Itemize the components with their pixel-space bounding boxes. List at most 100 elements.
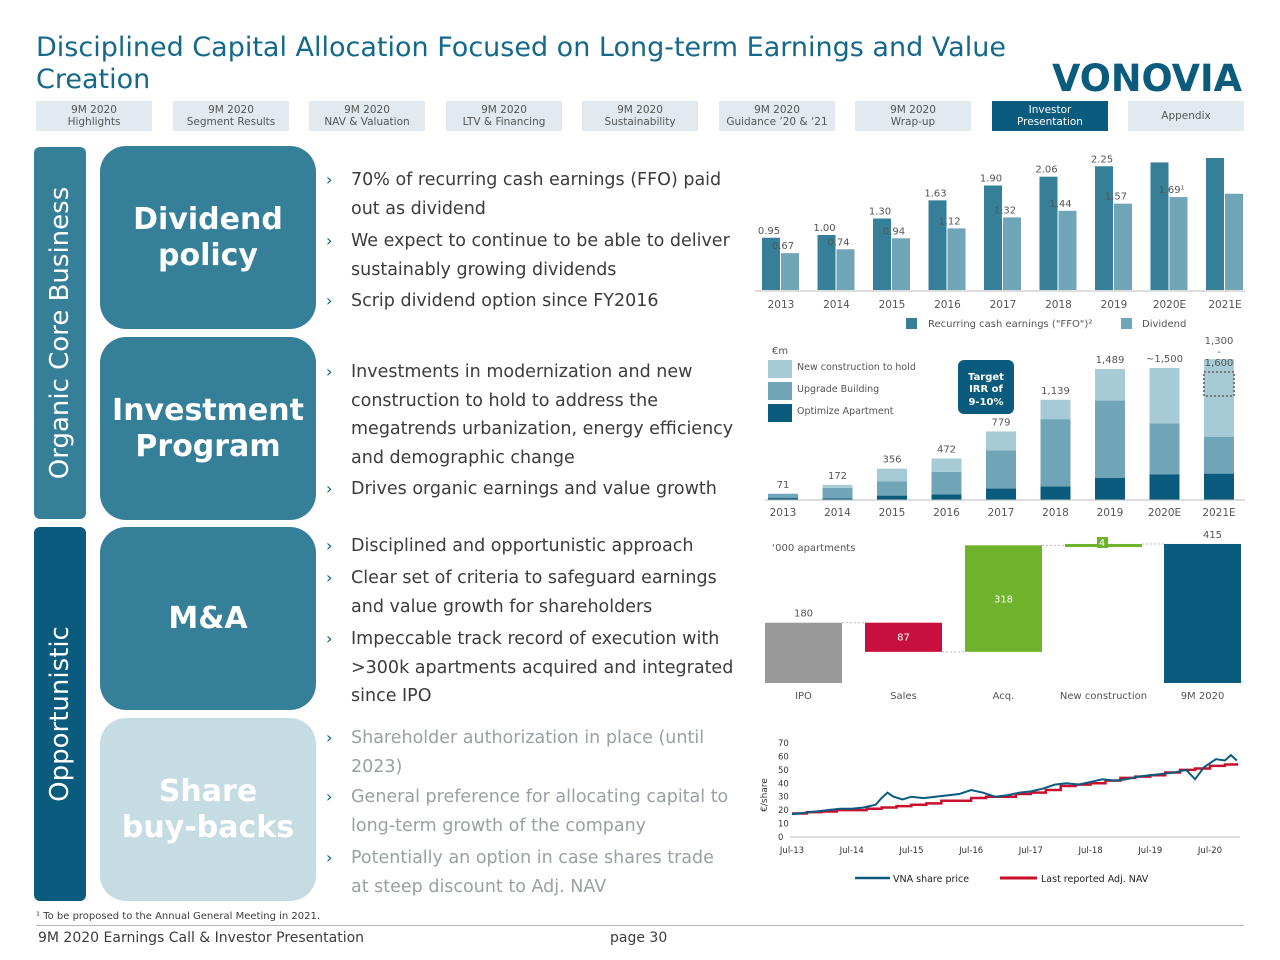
chevron-right-icon: ›	[326, 728, 333, 747]
investment-program-box: Investment Program	[100, 337, 316, 520]
waterfall-cat-4: New construction	[1060, 691, 1147, 702]
nav-tab-line2: Sustainability	[604, 116, 676, 128]
waterfall-label-ipo: 180	[794, 609, 813, 620]
mna-bullet-3: › Impeccable track record of execution wi…	[326, 625, 756, 711]
dividend-label-2018: 1.44	[1049, 199, 1071, 210]
dividend-label-2015: 0.94	[883, 226, 905, 237]
chevron-right-icon: ›	[326, 362, 333, 381]
share-buybacks-box: Share buy-backs	[100, 718, 316, 901]
chevron-right-icon: ›	[326, 479, 333, 498]
invest-legend-label-2: Upgrade Building	[797, 384, 879, 395]
footer-divider	[36, 925, 1244, 926]
dividend-label-2014: 0.74	[827, 237, 849, 248]
invest-legend-label-1: Optimize Apartment	[797, 406, 894, 417]
nav-tab-6[interactable]: 9M 2020 Guidance ’20 & ‘21	[719, 101, 835, 131]
dividend-bar-2019	[1114, 203, 1132, 290]
mna-bullet-1: › Disciplined and opportunistic approach	[326, 532, 766, 561]
price-xtick-1: Jul-13	[779, 846, 804, 856]
page-number: page 30	[610, 930, 668, 946]
legend-swatch-dividend	[1121, 318, 1132, 329]
dividend-bar-2020E	[1169, 197, 1188, 290]
year-tick-2016: 2016	[934, 299, 961, 311]
invest-bar-2019-2	[1095, 400, 1125, 478]
invest-year-2019: 2019	[1097, 507, 1124, 519]
nav-tab-line1: 9M 2020	[208, 104, 254, 116]
invest-year-2013: 2013	[770, 507, 797, 519]
price-ytick-60: 60	[778, 752, 789, 762]
dividend-bar-2013	[781, 253, 799, 290]
ffo-bar-2018	[1039, 176, 1058, 290]
opportunistic-label: Opportunistic	[34, 527, 86, 901]
dividend-bullet-3: › Scrip dividend option since FY2016	[326, 287, 766, 316]
dividend-bar-2018	[1058, 210, 1077, 290]
nav-tab-8[interactable]: Investor Presentation	[992, 101, 1108, 131]
chevron-right-icon: ›	[326, 291, 333, 310]
nav-tab-2[interactable]: 9M 2020 Segment Results	[173, 101, 289, 131]
ffo-label-2019: 2.25	[1091, 154, 1113, 165]
ffo-bar-2016	[928, 200, 947, 290]
nav-tab-line2: NAV & Valuation	[324, 116, 410, 128]
invest-bar-2016-1	[931, 494, 962, 500]
invest-bar-2014-3	[822, 484, 853, 488]
invest-total-2015: 356	[882, 455, 901, 466]
waterfall-label-bg-newconstruction	[1097, 537, 1108, 548]
invest-year-2020E: 2020E	[1148, 507, 1181, 519]
vonovia-logo: VONOVIA	[1052, 60, 1242, 94]
price-xtick-8: Jul-20	[1197, 846, 1222, 856]
footer-text: 9M 2020 Earnings Call & Investor Present…	[38, 930, 365, 946]
footnote: ¹ To be proposed to the Annual General M…	[36, 911, 321, 922]
price-ytick-0: 0	[778, 833, 783, 843]
ffo-label-2018: 2.06	[1035, 165, 1057, 176]
invest-legend-swatch-3	[768, 360, 792, 378]
invest-total-2016: 472	[937, 444, 956, 455]
dividend-bar-2015	[892, 238, 910, 290]
year-tick-2015: 2015	[879, 299, 906, 311]
invest-bar-2020E-1	[1149, 474, 1180, 500]
invest-total-2019: 1,489	[1096, 355, 1125, 366]
invest-bar-2019-1	[1095, 478, 1125, 500]
invest-bar-2013-1	[768, 498, 798, 500]
nav-tab-line2: Segment Results	[186, 116, 276, 128]
nav-tab-4[interactable]: 9M 2020 LTV & Financing	[446, 101, 562, 131]
page-title: Disciplined Capital Allocation Focused o…	[36, 32, 1006, 95]
price-ytick-20: 20	[778, 806, 789, 816]
invest-bar-2021E-1	[1204, 473, 1234, 500]
chevron-right-icon: ›	[326, 787, 333, 806]
mna-bullet-2: › Clear set of criteria to safeguard earn…	[326, 564, 736, 621]
nav-tab-3[interactable]: 9M 2020 NAV & Valuation	[309, 101, 425, 131]
nav-tab-1[interactable]: 9M 2020 Highlights	[36, 101, 152, 131]
dividend-bar-2021E	[1225, 193, 1243, 290]
ffo-bar-2021E	[1206, 158, 1224, 290]
nav-tab-line1: 9M 2020	[481, 104, 527, 116]
price-ytick-50: 50	[778, 766, 789, 776]
invest-bar-2018-1	[1040, 486, 1071, 500]
invest-bar-2020E-3	[1149, 368, 1180, 424]
invest-bar-2018-2	[1040, 419, 1071, 487]
investment-bullet-1: › Investments in modernization and new co…	[326, 358, 746, 472]
price-ylabel: €/share	[760, 778, 770, 812]
nav-tab-9[interactable]: Appendix	[1128, 101, 1244, 131]
invest-bar-2017-2	[986, 450, 1016, 489]
mna-unit-label: ‘000 apartments	[772, 543, 855, 554]
nav-tab-7[interactable]: 9M 2020 Wrap-up	[855, 101, 971, 131]
price-xtick-4: Jul-16	[958, 846, 983, 856]
price-ytick-10: 10	[778, 820, 789, 830]
investment-bullet-2: › Drives organic earnings and value growt…	[326, 475, 766, 504]
ffo-bar-2014	[817, 235, 836, 290]
invest-bar-2016-2	[931, 471, 962, 495]
year-tick-2017: 2017	[990, 299, 1017, 311]
invest-year-2016: 2016	[933, 507, 960, 519]
invest-total-2021E-line1: 1,300	[1205, 336, 1234, 347]
chevron-right-icon: ›	[326, 170, 333, 189]
invest-bar-2016-3	[931, 458, 962, 472]
mna-box: M&A	[100, 527, 316, 710]
chevron-right-icon: ›	[326, 629, 333, 648]
target-irr-box	[958, 360, 1014, 414]
invest-total-2018: 1,139	[1041, 386, 1070, 397]
dividend-label-2016: 1.12	[938, 216, 960, 227]
invest-unit-label: €m	[772, 346, 788, 357]
nav-tab-5[interactable]: 9M 2020 Sustainability	[582, 101, 698, 131]
nav-tab-line1: Investor	[1028, 104, 1072, 116]
legend-label-ffo: Recurring cash earnings ("FFO")²	[928, 319, 1092, 330]
